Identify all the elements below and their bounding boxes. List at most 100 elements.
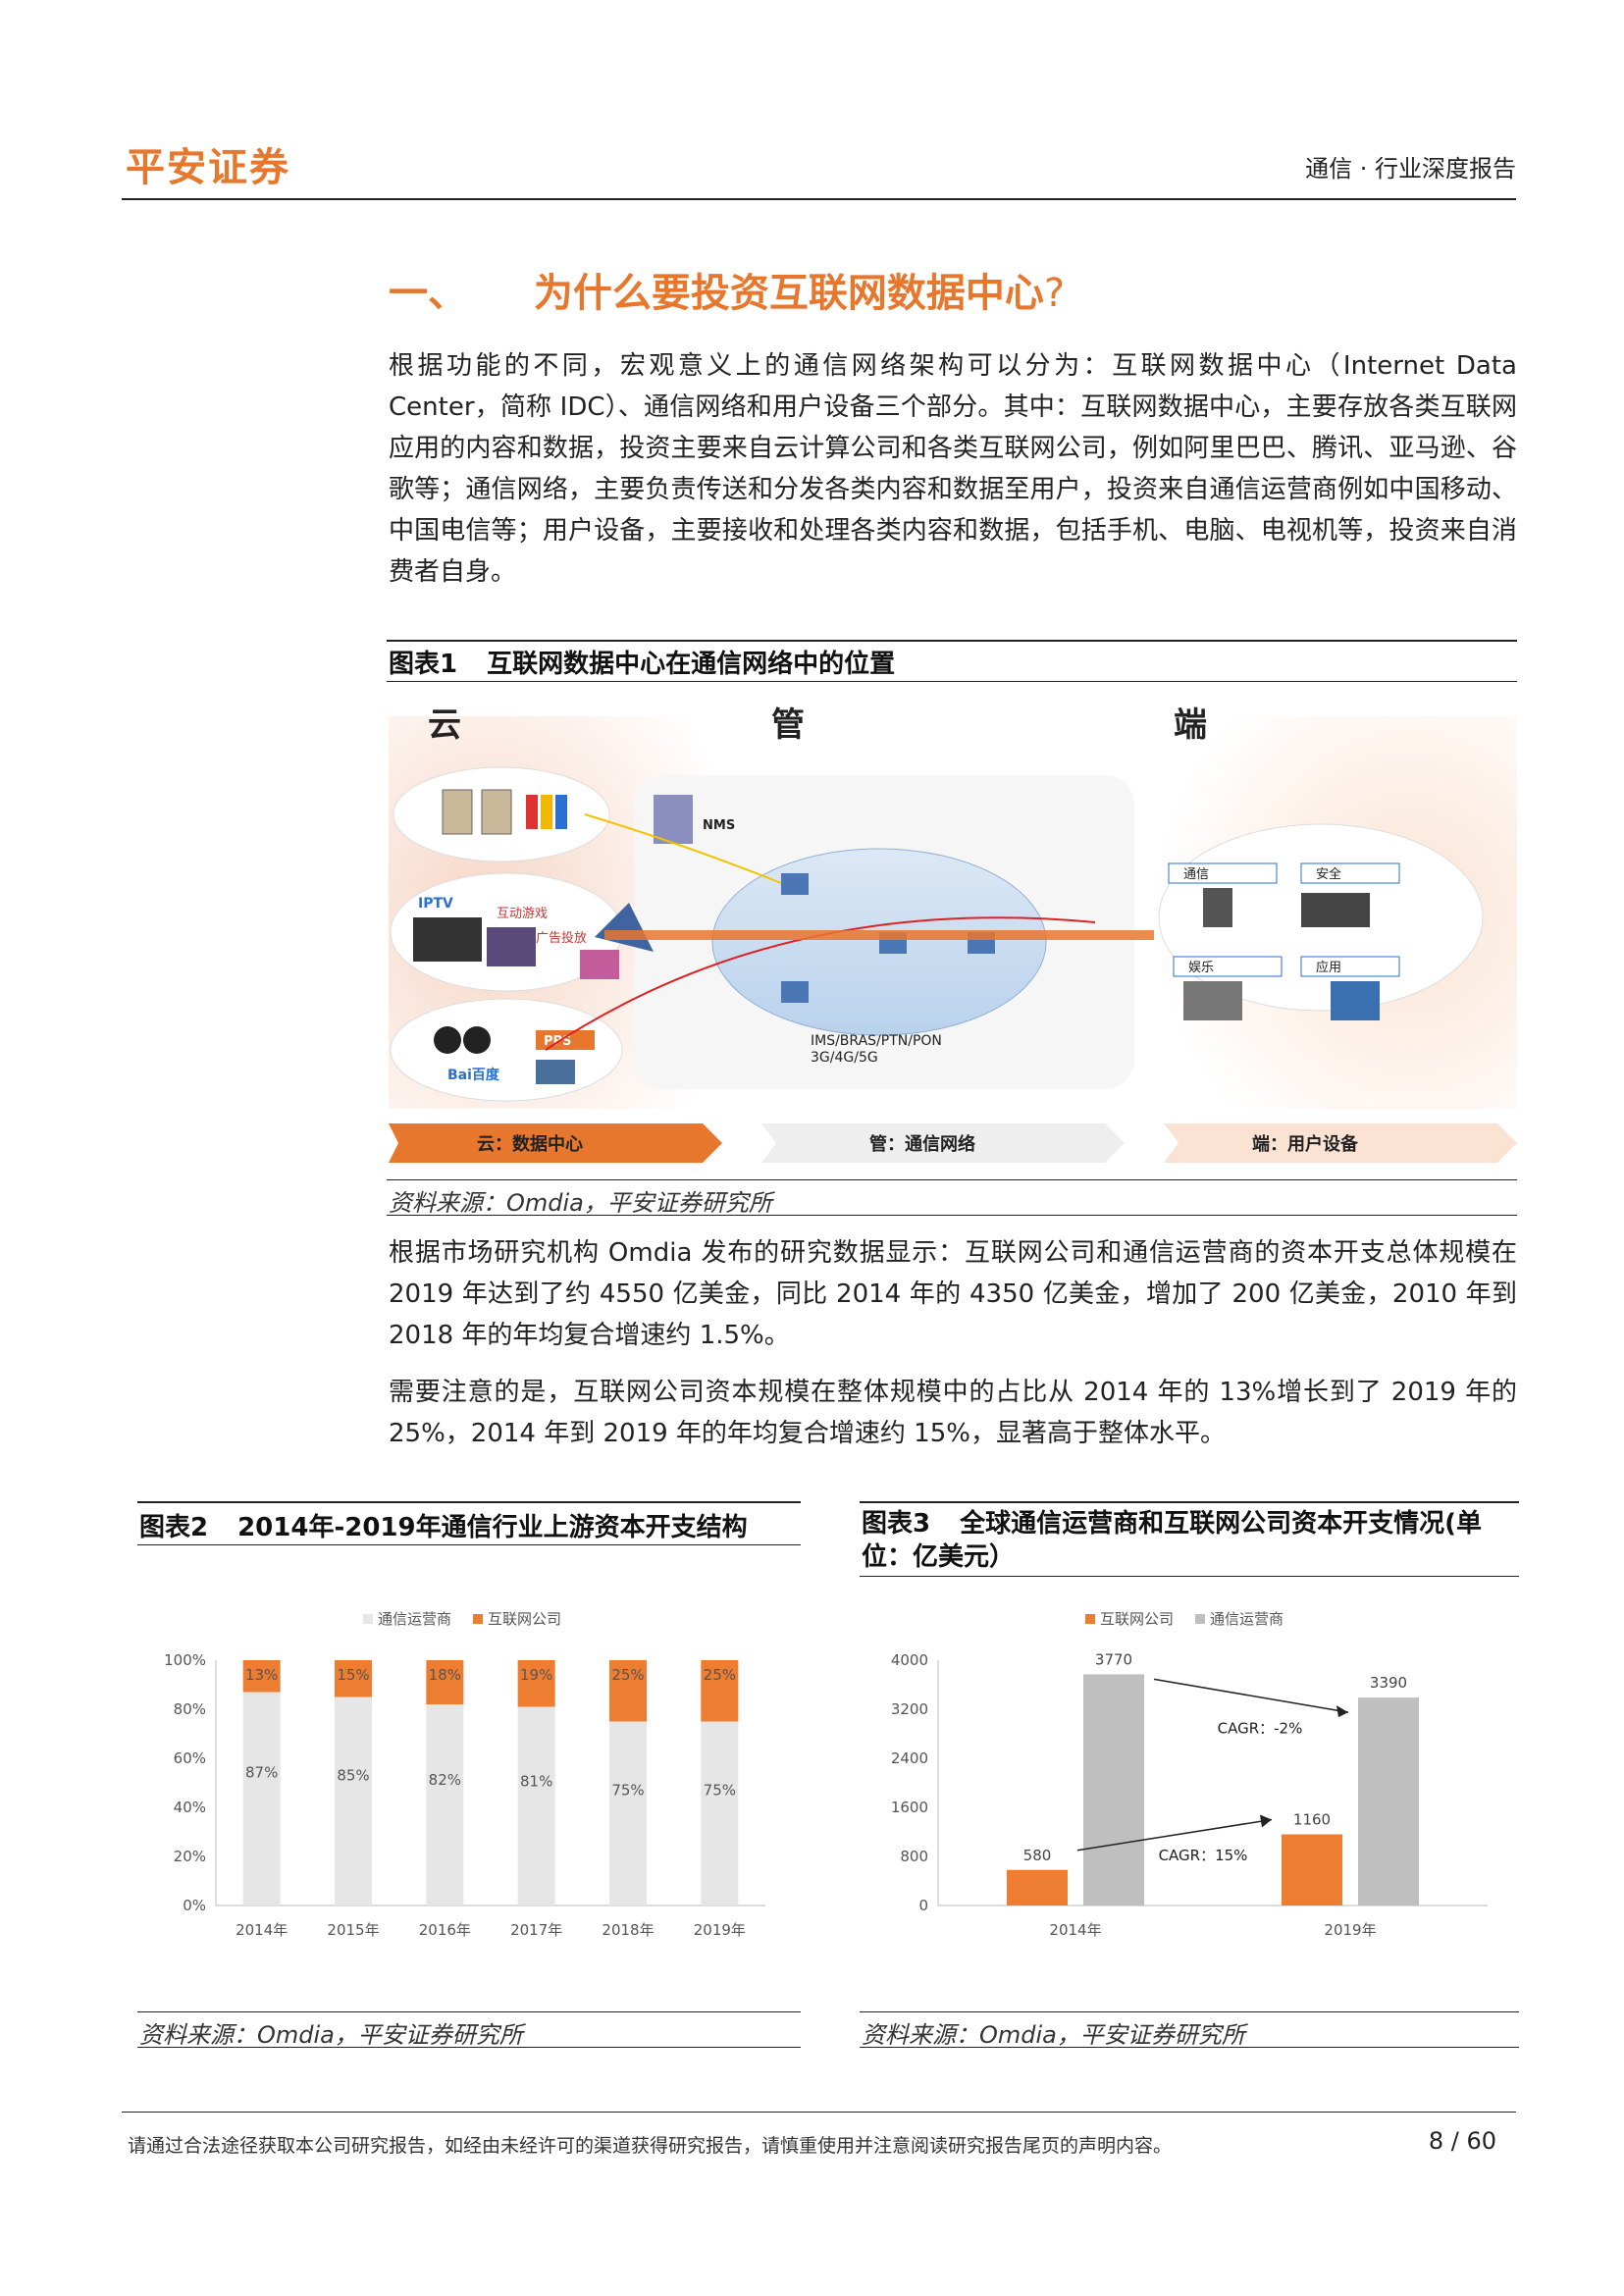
bar (1358, 1697, 1419, 1905)
x-tick-label: 2019年 (1324, 1921, 1376, 1939)
bar-segment (426, 1704, 464, 1905)
data-label: 15% (337, 1666, 369, 1684)
device-cat-app: 应用 (1316, 960, 1341, 975)
y-tick-label: 20% (174, 1848, 206, 1865)
tv-icon (1183, 981, 1242, 1020)
device-cat-box (1300, 956, 1400, 977)
legend-label: 互联网公司 (1100, 1610, 1174, 1628)
data-label: 25% (611, 1666, 644, 1684)
device-cat-comm: 通信 (1183, 867, 1209, 882)
data-label: 81% (520, 1773, 552, 1791)
x-tick-label: 2018年 (602, 1921, 654, 1939)
fig1-title-text: 互联网数据中心在通信网络中的位置 (487, 650, 896, 679)
fig1-top-rule (387, 640, 1517, 642)
database-icon (555, 795, 567, 829)
router-icon (781, 873, 809, 895)
fig3-bottom-rule (860, 2011, 1519, 2012)
bar-segment (335, 1660, 372, 1697)
camera-monitor-icon (1301, 893, 1370, 927)
bar-segment (701, 1660, 739, 1722)
data-label: 18% (429, 1666, 461, 1684)
bar-segment (242, 1692, 281, 1905)
data-label: 580 (1023, 1847, 1052, 1864)
data-label: 75% (704, 1782, 736, 1800)
col-cloud-label: 云 (428, 705, 461, 745)
cagr-arrow-line (1076, 1818, 1273, 1852)
y-tick-label: 2400 (891, 1749, 928, 1767)
bar-segment (517, 1660, 555, 1707)
fig2-title-text: 2014年-2019年通信行业上游资本开支结构 (237, 1513, 748, 1542)
y-tick-label: 1600 (891, 1799, 928, 1816)
fig2-bottom-rule (137, 2011, 801, 2012)
data-label: 87% (245, 1764, 278, 1782)
game-label: 互动游戏 (497, 907, 548, 921)
fig3-title: 图表3 全球通信运营商和互联网公司资本开支情况(单位：亿美元） (862, 1507, 1519, 1574)
x-tick-label: 2016年 (419, 1921, 471, 1939)
legend-label: 通信运营商 (378, 1610, 451, 1628)
bar-segment (517, 1706, 555, 1905)
data-label: 13% (245, 1666, 278, 1684)
network-tech-label: IMS/BRAS/PTN/PON (811, 1033, 942, 1049)
device-cat-security: 安全 (1316, 866, 1341, 882)
x-tick-label: 2017年 (510, 1921, 562, 1939)
y-tick-label: 4000 (891, 1651, 928, 1669)
y-tick-label: 40% (174, 1799, 206, 1816)
bar (1007, 1869, 1068, 1905)
nms-server-icon (654, 795, 693, 844)
pipe-arrow-label: 管：通信网络 (869, 1133, 975, 1155)
computer-icon (1331, 981, 1380, 1020)
x-tick-label: 2019年 (694, 1921, 746, 1939)
fig2-number: 图表2 (139, 1513, 209, 1542)
cloud-arrow (389, 1123, 722, 1163)
cagr-arrow-head (1336, 1705, 1348, 1718)
iptv-screen-icon (413, 917, 482, 962)
device-cat-box (1173, 956, 1283, 977)
footer-divider (122, 2112, 1516, 2113)
data-pipe-bar (604, 930, 1154, 940)
server-icon (442, 789, 473, 835)
fig3-source-rule (860, 2047, 1519, 2048)
cagr-annotation: CAGR：-2% (1218, 1719, 1303, 1737)
page-number: 8 / 60 (1428, 2127, 1496, 2155)
nms-label: NMS (703, 818, 735, 833)
section-number: 一、 (389, 271, 467, 316)
link-line (584, 813, 782, 884)
database-icon (526, 795, 538, 829)
bar-segment (335, 1696, 372, 1905)
fig1-title: 图表1 互联网数据中心在通信网络中的位置 (389, 644, 895, 680)
bar-segment (242, 1660, 281, 1693)
data-label: 19% (520, 1666, 552, 1684)
qq-icon (463, 1026, 491, 1054)
device-cat-entertainment: 娱乐 (1188, 961, 1214, 975)
y-tick-label: 80% (174, 1700, 206, 1718)
bar-segment (701, 1721, 739, 1905)
bar (1083, 1674, 1144, 1905)
fig3-top-rule (860, 1501, 1519, 1503)
y-tick-label: 100% (164, 1651, 206, 1669)
footer-disclaimer: 请通过合法途径获取本公司研究报告，如经由未经许可的渠道获得研究报告，请慎重使用并… (128, 2135, 1173, 2157)
end-arrow (1164, 1123, 1517, 1163)
fig2-source: 资料来源：Omdia，平安证券研究所 (139, 2021, 523, 2049)
fig3-source: 资料来源：Omdia，平安证券研究所 (862, 2021, 1245, 2049)
bar-segment (426, 1660, 464, 1704)
fig1-source-rule (387, 1215, 1517, 1216)
data-label: 25% (704, 1666, 736, 1684)
section-title: 为什么要投资互联网数据中心 (533, 271, 1044, 316)
legend-label: 通信运营商 (1210, 1610, 1283, 1628)
legend-swatch (1195, 1614, 1205, 1624)
fig1-title-rule (387, 681, 1517, 682)
device-cat-box (1168, 862, 1278, 884)
phone-icon (1203, 888, 1232, 927)
legend-swatch (363, 1614, 373, 1624)
col-end-label: 端 (1174, 705, 1207, 745)
paragraph-2: 根据市场研究机构 Omdia 发布的研究数据显示：互联网公司和通信运营商的资本开… (389, 1238, 1517, 1350)
fig1-source: 资料来源：Omdia，平安证券研究所 (389, 1189, 772, 1217)
header-divider (122, 198, 1516, 200)
fig3-title-rule (860, 1576, 1519, 1577)
report-type: 通信 · 行业深度报告 (1305, 155, 1516, 183)
router-icon (781, 981, 809, 1003)
ad-screen-icon (580, 950, 619, 979)
x-tick-label: 2015年 (327, 1921, 379, 1939)
pipe-arrow (761, 1123, 1125, 1163)
server-icon (481, 789, 512, 835)
